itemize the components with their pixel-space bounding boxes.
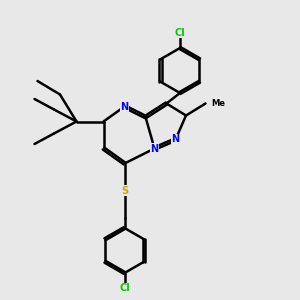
Text: N: N <box>150 143 159 154</box>
Text: Cl: Cl <box>119 283 130 293</box>
Text: N: N <box>171 134 180 145</box>
Text: Cl: Cl <box>175 28 185 38</box>
Text: Me: Me <box>212 99 226 108</box>
Text: S: S <box>121 185 128 196</box>
Text: N: N <box>120 101 129 112</box>
